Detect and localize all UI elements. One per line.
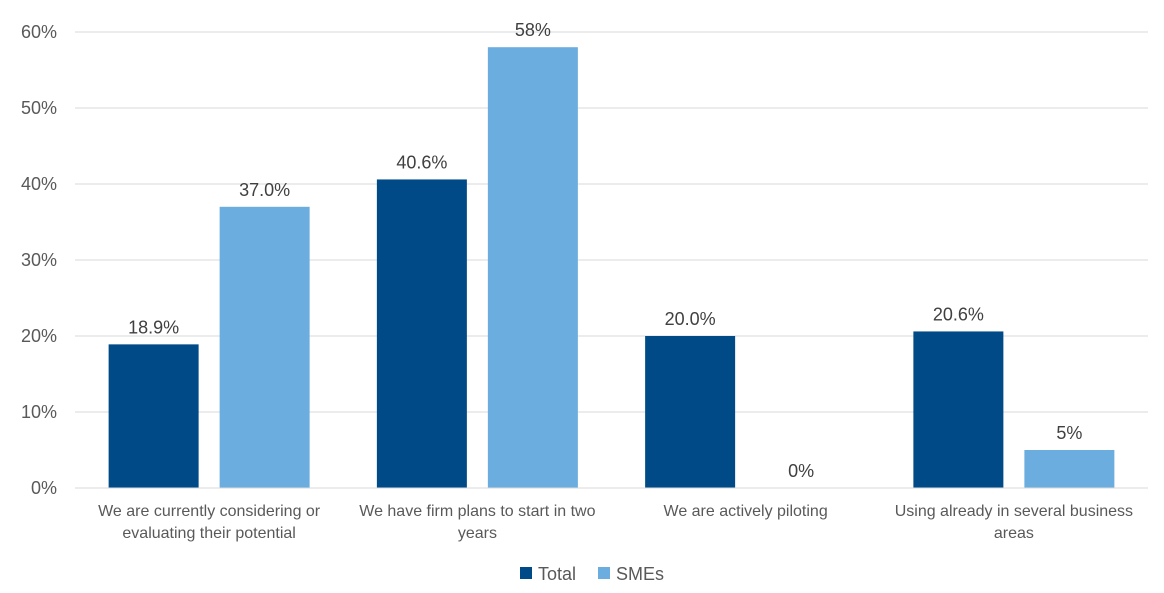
legend-label-smes: SMEs [616, 564, 664, 584]
legend-label-total: Total [538, 564, 576, 584]
bar-total-1 [376, 179, 467, 488]
data-labels: 18.9% 37.0% 40.6% 58% 20.0% 0% 20.6% 5% [128, 20, 1082, 481]
y-tick-label: 60% [21, 22, 57, 42]
bar-total-0 [108, 344, 199, 488]
legend-swatch-total [520, 567, 532, 579]
data-label: 40.6% [396, 152, 447, 172]
y-tick-label: 50% [21, 98, 57, 118]
y-axis: 0% 10% 20% 30% 40% 50% 60% [21, 22, 57, 498]
x-category-label: We are actively piloting [664, 503, 828, 520]
y-tick-label: 40% [21, 174, 57, 194]
data-label: 5% [1056, 423, 1082, 443]
bars [108, 47, 1115, 489]
x-axis: We are currently considering or evaluatin… [75, 487, 1148, 542]
x-category-label: Using already in several business [895, 503, 1133, 520]
data-label: 20.6% [933, 304, 984, 324]
bar-smes-0 [219, 206, 310, 489]
x-category-label: evaluating their potential [122, 525, 295, 542]
legend-swatch-smes [598, 567, 610, 579]
data-label: 0% [788, 461, 814, 481]
x-category-label: areas [994, 525, 1034, 542]
data-label: 58% [515, 20, 551, 40]
y-tick-label: 0% [31, 478, 57, 498]
y-tick-label: 20% [21, 326, 57, 346]
data-label: 18.9% [128, 317, 179, 337]
x-category-label: We are currently considering or [98, 503, 321, 520]
x-category-label: years [458, 525, 497, 542]
bar-total-3 [913, 331, 1004, 488]
bar-smes-3 [1024, 450, 1115, 488]
data-label: 37.0% [239, 180, 290, 200]
bar-smes-1 [487, 47, 578, 488]
bar-total-2 [645, 336, 736, 488]
data-label: 20.0% [665, 309, 716, 329]
legend: Total SMEs [520, 564, 664, 584]
x-category-label: We have firm plans to start in two [359, 503, 595, 520]
y-tick-label: 30% [21, 250, 57, 270]
y-tick-label: 10% [21, 402, 57, 422]
